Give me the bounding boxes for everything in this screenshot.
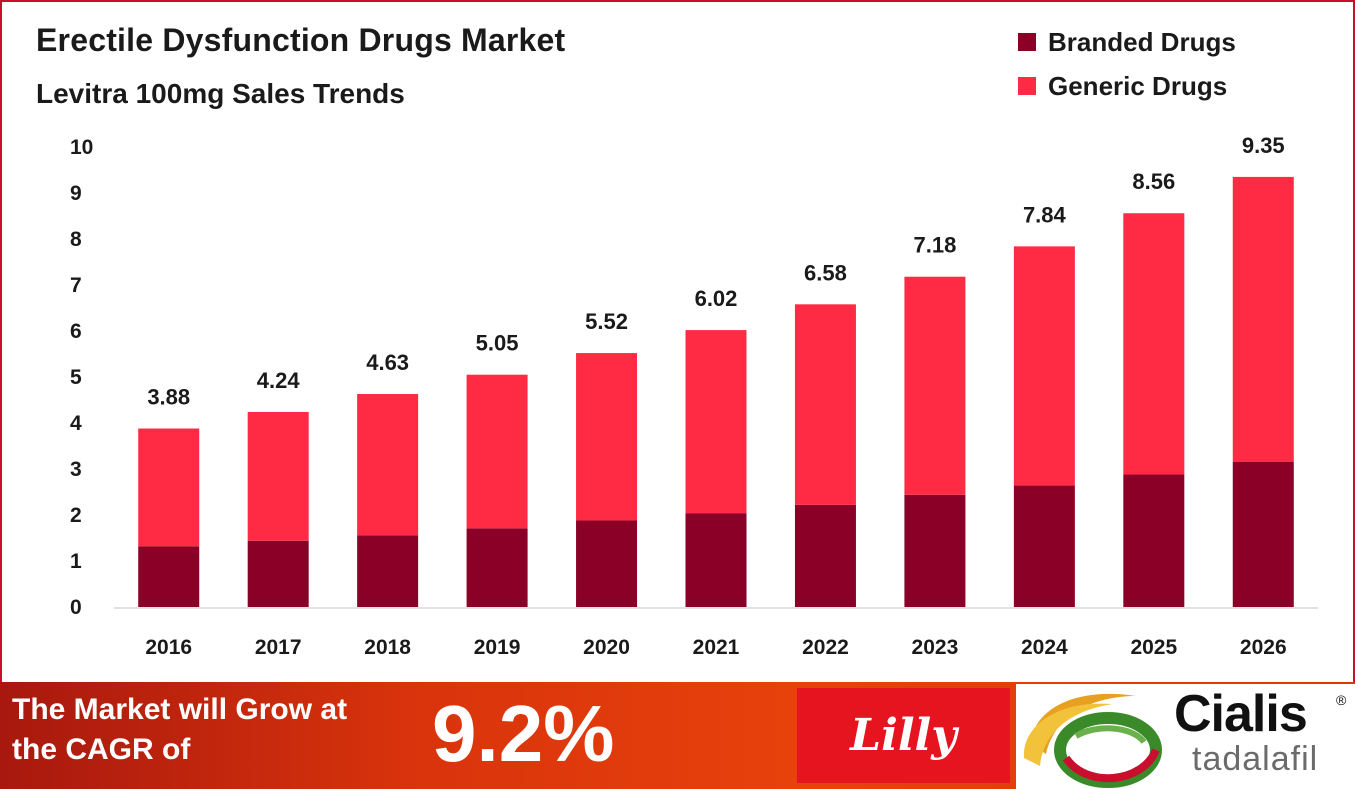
bar-generic	[1013, 246, 1075, 486]
y-tick-label: 4	[70, 412, 82, 435]
bar-generic	[247, 411, 309, 541]
y-tick-label: 0	[70, 596, 82, 619]
x-tick-label: 2018	[364, 636, 411, 659]
cagr-value: 9.2%	[432, 689, 615, 778]
data-label: 5.52	[585, 309, 628, 334]
lilly-logo-box: Lilly	[797, 688, 1010, 783]
bar-generic	[576, 353, 638, 521]
legend-item-generic: Generic Drugs	[1018, 64, 1236, 108]
bar-branded	[904, 494, 966, 607]
cialis-logo-box: Cialis ® tadalafil	[1016, 684, 1355, 789]
x-tick-label: 2022	[802, 636, 849, 659]
chart-title: Erectile Dysfunction Drugs Market	[36, 22, 566, 58]
chart-subtitle: Levitra 100mg Sales Trends	[36, 78, 405, 109]
y-tick-label: 9	[70, 182, 82, 205]
x-tick-label: 2026	[1240, 636, 1287, 659]
bar-branded	[357, 535, 419, 607]
y-tick-label: 6	[70, 320, 82, 343]
y-tick-label: 1	[70, 550, 82, 573]
y-tick-label: 10	[70, 136, 93, 159]
y-tick-label: 2	[70, 504, 82, 527]
bar-generic	[904, 276, 966, 495]
banner-line-2: the CAGR of	[12, 733, 191, 766]
bar-chart: 0 1 2 3 4 5 6 7 8 9 10 3.88 2016 4.24 2017 4.63 2018 5.05…	[70, 133, 1318, 659]
cagr-banner: The Market will Grow at the CAGR of 9.2%…	[0, 682, 1355, 789]
banner-text: The Market will Grow at the CAGR of	[12, 690, 432, 770]
x-tick-label: 2021	[693, 636, 740, 659]
data-label: 8.56	[1132, 169, 1175, 194]
bar-generic	[685, 330, 747, 514]
x-tick-label: 2020	[583, 636, 630, 659]
bar-branded	[1232, 461, 1294, 607]
bar-generic	[357, 394, 419, 536]
data-label: 4.63	[366, 350, 409, 375]
cialis-name: Cialis	[1174, 685, 1308, 743]
x-tick-label: 2025	[1130, 636, 1177, 659]
legend-swatch-generic	[1018, 77, 1036, 95]
data-label: 9.35	[1242, 133, 1285, 158]
x-tick-label: 2016	[145, 636, 192, 659]
x-tick-label: 2019	[474, 636, 521, 659]
bar-branded	[138, 546, 200, 607]
bar-branded	[1123, 474, 1185, 607]
bar-generic	[1232, 176, 1294, 462]
x-tick-label: 2017	[255, 636, 302, 659]
data-label: 7.18	[913, 233, 956, 258]
legend-item-branded: Branded Drugs	[1018, 20, 1236, 64]
lilly-logo: Lilly	[850, 710, 957, 761]
legend-label-generic: Generic Drugs	[1048, 70, 1228, 101]
legend-swatch-branded	[1018, 33, 1036, 51]
cialis-registered-mark: ®	[1336, 692, 1347, 708]
x-tick-label: 2023	[912, 636, 959, 659]
banner-line-1: The Market will Grow at	[12, 693, 348, 726]
bar-generic	[1123, 213, 1185, 475]
y-tick-label: 7	[70, 274, 82, 297]
bar-branded	[685, 513, 747, 607]
data-label: 3.88	[147, 385, 190, 410]
y-tick-label: 5	[70, 366, 82, 389]
bar-branded	[247, 540, 309, 607]
data-label: 6.02	[695, 286, 738, 311]
y-tick-label: 3	[70, 458, 82, 481]
bar-branded	[794, 504, 856, 607]
data-label: 5.05	[476, 331, 519, 356]
bar-generic	[466, 374, 528, 529]
bar-generic	[138, 428, 200, 547]
bar-branded	[1013, 485, 1075, 607]
bar-generic	[794, 304, 856, 505]
chart-frame: Erectile Dysfunction Drugs Market Levitr…	[0, 0, 1355, 682]
cialis-tadalafil: tadalafil	[1192, 740, 1319, 778]
data-label: 4.24	[257, 368, 301, 393]
legend: Branded Drugs Generic Drugs	[1018, 20, 1236, 108]
data-label: 7.84	[1023, 202, 1067, 227]
legend-label-branded: Branded Drugs	[1048, 26, 1236, 57]
x-tick-label: 2024	[1021, 636, 1068, 659]
data-label: 6.58	[804, 260, 847, 285]
y-tick-label: 8	[70, 228, 82, 251]
cialis-swirl-icon	[1023, 693, 1162, 788]
bar-branded	[576, 520, 638, 607]
bar-branded	[466, 528, 528, 607]
